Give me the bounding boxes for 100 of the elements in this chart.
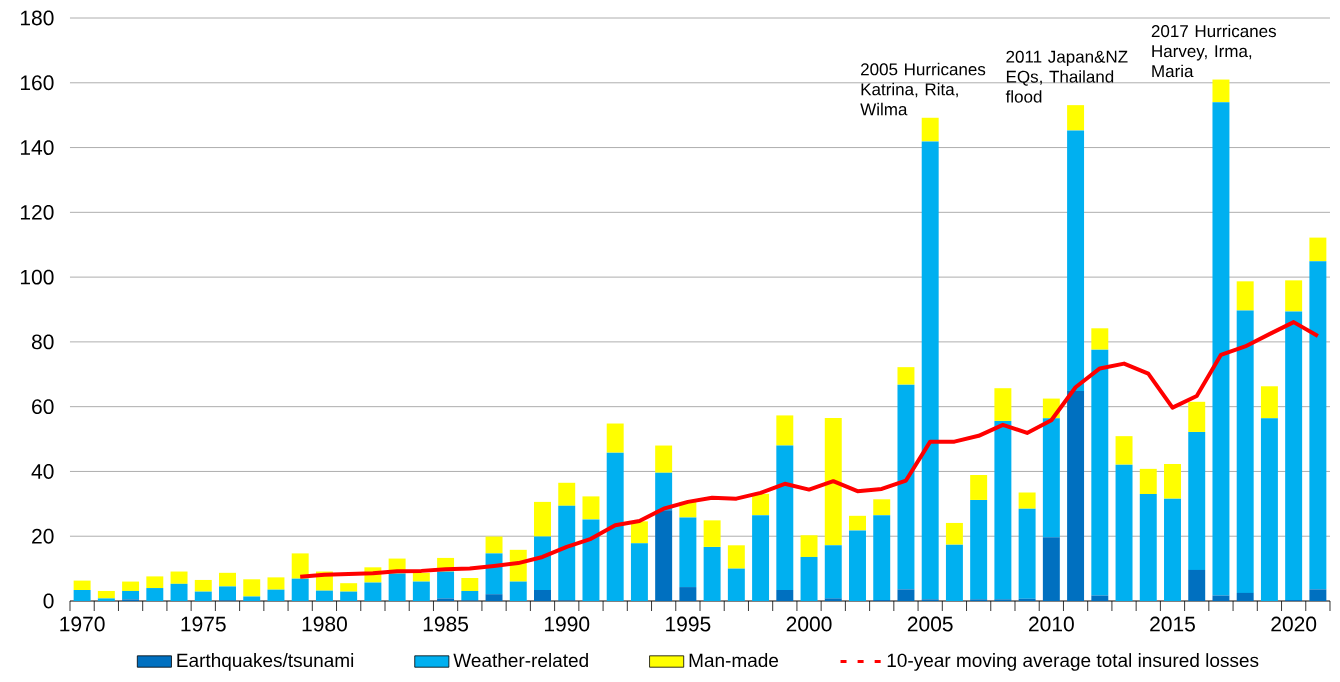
y-tick-label: 40 — [31, 464, 54, 479]
y-tick-label: 140 — [20, 140, 54, 156]
bar — [921, 141, 939, 600]
bar — [558, 482, 576, 506]
bar — [897, 589, 915, 601]
bar — [945, 522, 963, 545]
bar — [170, 571, 188, 584]
y-tick-label: 180 — [20, 10, 54, 26]
bar — [364, 582, 382, 601]
bar — [776, 415, 794, 446]
x-tick-label: 1985 — [423, 616, 469, 632]
line-series — [298, 320, 1320, 579]
bar — [752, 515, 770, 601]
bar — [509, 581, 527, 601]
bar — [1236, 310, 1254, 593]
bar — [873, 499, 891, 516]
bar — [606, 423, 624, 453]
bar — [703, 520, 721, 547]
bar — [655, 510, 673, 601]
legend-label: 10-year moving average total insured losses — [887, 653, 1259, 671]
bar — [1091, 328, 1109, 350]
bar — [146, 576, 164, 589]
bar — [388, 573, 406, 601]
bar — [170, 583, 188, 601]
y-tick-label: 60 — [32, 399, 54, 415]
bar — [146, 588, 164, 601]
bar — [945, 544, 963, 601]
bar — [485, 536, 503, 554]
x-tick-label: 1980 — [302, 616, 347, 632]
bar — [267, 577, 285, 590]
y-tick-label: 100 — [20, 269, 54, 285]
bar — [849, 530, 866, 601]
legend-label: Weather-related — [453, 653, 588, 668]
annotation: 2017 Hurricanes Harvey, Irma, Maria — [1151, 24, 1276, 78]
x-tick-label: 1970 — [60, 616, 105, 632]
bar — [1042, 537, 1060, 601]
bar — [412, 581, 430, 601]
bar — [727, 545, 745, 569]
bar — [291, 578, 309, 601]
bar — [1260, 418, 1278, 601]
bar — [437, 571, 455, 599]
bar — [1309, 261, 1327, 590]
y-tick-label: 120 — [20, 204, 54, 220]
bar — [485, 594, 503, 601]
bar — [315, 590, 333, 601]
bar — [800, 535, 818, 557]
bar — [1067, 130, 1085, 392]
bar — [1042, 418, 1060, 538]
y-tick-label: 160 — [20, 75, 54, 91]
bar — [1260, 386, 1278, 419]
annotation: 2005 Hurricanes Katrina, Rita, Wilma — [860, 62, 986, 116]
bar — [824, 545, 842, 599]
y-tick-label: 0 — [43, 593, 54, 609]
bar — [1164, 464, 1181, 499]
bar — [606, 452, 624, 601]
x-tick-label: 2005 — [907, 616, 953, 632]
annotation: 2011 Japan&NZ EQs, Thailand flood — [1005, 50, 1128, 103]
bar — [194, 591, 212, 601]
bar — [291, 553, 309, 579]
bar — [776, 589, 794, 601]
bar — [461, 578, 479, 591]
bar — [1236, 592, 1254, 601]
bar — [970, 475, 988, 500]
bar — [582, 519, 600, 601]
bar — [219, 572, 236, 587]
bar — [994, 388, 1012, 421]
bar — [437, 598, 455, 601]
bar — [1067, 391, 1085, 601]
bar — [1115, 464, 1133, 601]
bar — [1018, 508, 1036, 599]
bar — [122, 581, 140, 591]
x-tick-label: 1995 — [666, 616, 711, 632]
bar — [534, 501, 551, 537]
bar — [534, 589, 551, 601]
bar — [1164, 498, 1181, 601]
bar — [122, 590, 140, 600]
bar — [243, 596, 261, 601]
bar — [1212, 595, 1230, 601]
bar — [1285, 280, 1303, 312]
bar — [1188, 569, 1206, 601]
bar — [1212, 79, 1230, 103]
bar — [534, 536, 551, 590]
bar — [873, 515, 891, 601]
bar — [194, 579, 212, 592]
bar — [1091, 595, 1109, 601]
bar — [219, 586, 236, 601]
bar — [461, 590, 479, 601]
bar — [1018, 492, 1036, 509]
bar — [897, 367, 915, 385]
bar — [97, 590, 115, 599]
bar — [1115, 436, 1133, 465]
bar — [1091, 349, 1109, 596]
bar — [1236, 281, 1254, 311]
x-tick-label: 1990 — [544, 616, 590, 632]
bar — [558, 505, 576, 601]
bar — [1067, 105, 1085, 131]
bar — [73, 589, 91, 601]
bar — [1188, 431, 1206, 570]
bar — [630, 543, 648, 601]
bar — [1139, 468, 1157, 495]
